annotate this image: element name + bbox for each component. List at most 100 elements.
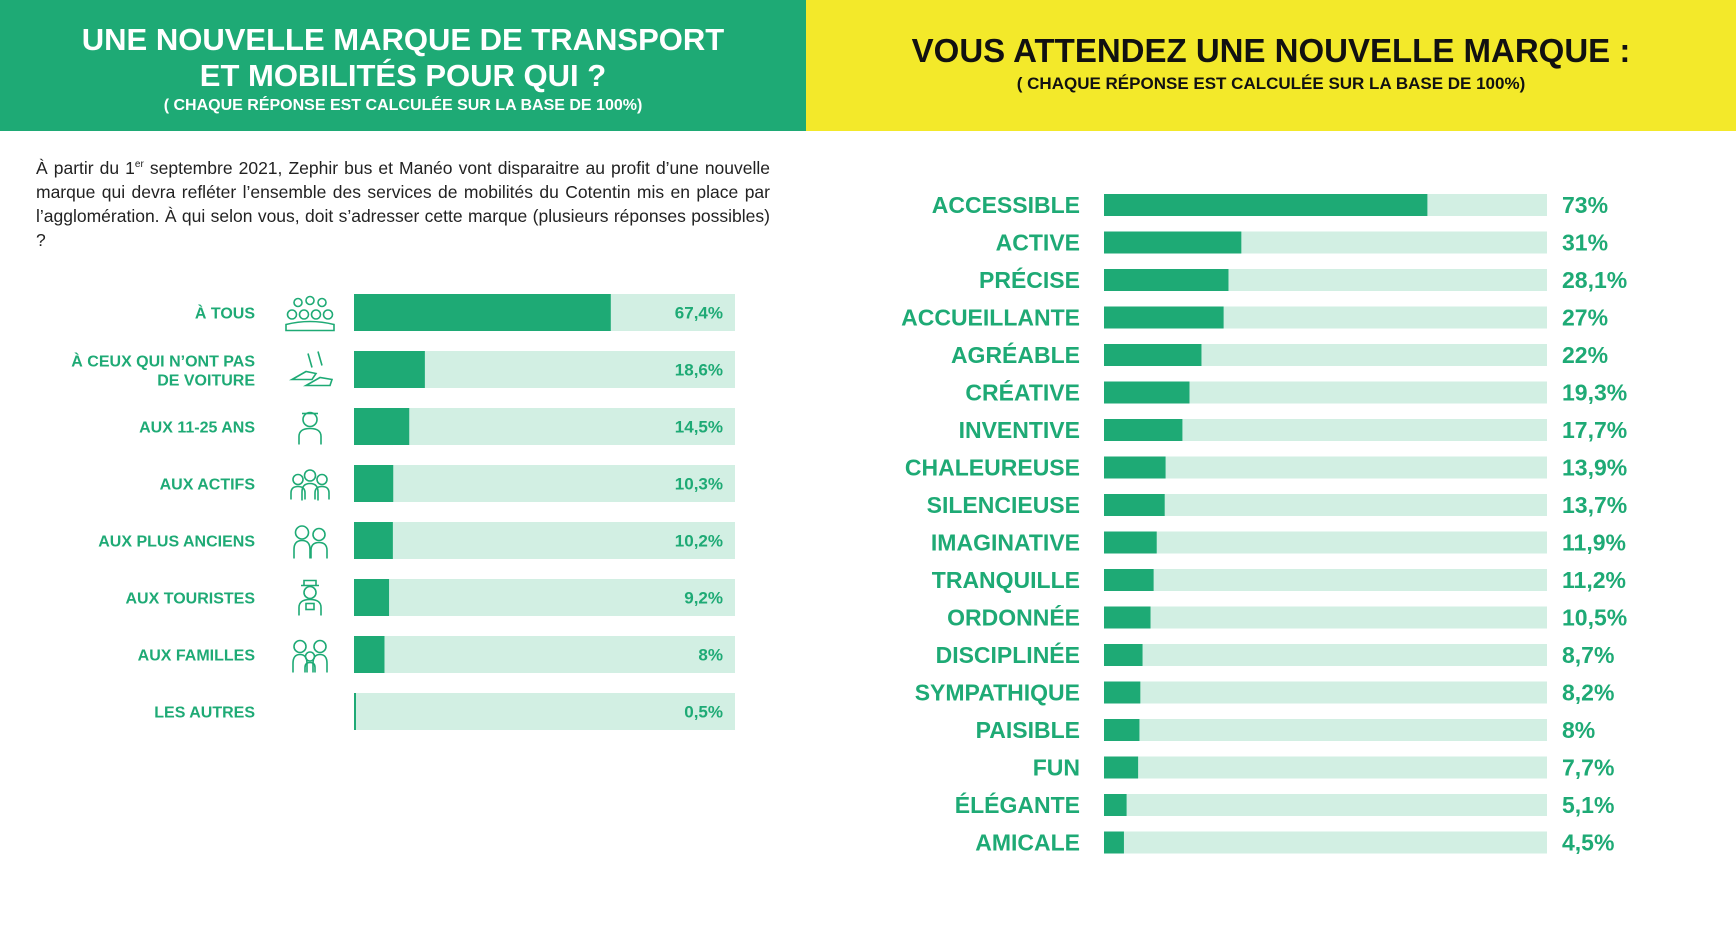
left-bar-track — [354, 579, 735, 616]
right-bar-row: SILENCIEUSE 13,7% — [927, 492, 1628, 518]
right-bar-value-label: 17,7% — [1562, 417, 1627, 443]
right-bar-track — [1104, 794, 1547, 816]
left-bar — [354, 351, 425, 388]
right-bar — [1104, 456, 1166, 479]
right-category-label: ACCESSIBLE — [932, 192, 1080, 218]
left-bar-row: 10,3% AUX ACTIFS — [160, 465, 735, 502]
young-person-icon — [298, 411, 322, 445]
right-bar-value-label: 13,7% — [1562, 492, 1627, 518]
right-bar-track — [1104, 719, 1547, 741]
right-bar-track — [1104, 644, 1547, 666]
left-bar-row: 9,2% AUX TOURISTES — [126, 579, 735, 616]
right-category-label: PRÉCISE — [979, 266, 1080, 293]
left-bar-track — [354, 465, 735, 502]
right-bar-track — [1104, 831, 1547, 854]
right-bar-value-label: 73% — [1562, 192, 1608, 218]
right-bar — [1104, 794, 1127, 816]
left-category-label: AUX TOURISTES — [126, 591, 256, 608]
right-bar — [1104, 306, 1224, 329]
right-bar — [1104, 344, 1202, 366]
right-category-label: SILENCIEUSE — [927, 492, 1080, 518]
walking-feet-icon — [288, 351, 334, 387]
elderly-couple-icon — [293, 525, 328, 559]
left-bar-track — [354, 522, 735, 559]
left-bar — [354, 294, 611, 331]
right-bar — [1104, 381, 1190, 404]
left-title-line1: UNE NOUVELLE MARQUE DE TRANSPORT — [81, 22, 725, 57]
right-category-label: AGRÉABLE — [951, 341, 1080, 368]
right-bar-value-label: 31% — [1562, 230, 1608, 256]
right-bar — [1104, 681, 1141, 704]
right-bar-track — [1104, 381, 1547, 404]
left-bar-row: 67,4% À TOUS — [195, 294, 735, 332]
right-title: VOUS ATTENDEZ UNE NOUVELLE MARQUE : — [911, 32, 1631, 69]
right-bar-value-label: 27% — [1562, 305, 1608, 331]
right-bar-row: AMICALE 4,5% — [975, 830, 1614, 856]
right-bar — [1104, 606, 1151, 629]
left-bar-row: 10,2% AUX PLUS ANCIENS — [98, 522, 735, 559]
left-bar-row: 14,5% AUX 11-25 ANS — [139, 408, 735, 445]
right-bar — [1104, 269, 1229, 291]
left-category-label: LES AUTRES — [154, 705, 255, 722]
left-category-label: À TOUS — [195, 304, 255, 323]
left-title: UNE NOUVELLE MARQUE DE TRANSPORT ET MOBI… — [0, 22, 806, 94]
left-bar-value-label: 0,5% — [684, 703, 723, 722]
left-bar-row: 8% AUX FAMILLES — [138, 636, 735, 673]
right-bar-track — [1104, 494, 1547, 516]
left-category-label-line: DE VOITURE — [157, 373, 255, 390]
right-bar — [1104, 531, 1157, 554]
right-category-label: DISCIPLINÉE — [936, 641, 1080, 668]
left-subtitle: ( CHAQUE RÉPONSE EST CALCULÉE SUR LA BAS… — [163, 97, 643, 114]
right-bar-value-label: 11,2% — [1562, 567, 1626, 593]
right-bar-row: AGRÉABLE 22% — [951, 341, 1608, 368]
right-bar — [1104, 831, 1124, 854]
right-bar-row: ACCESSIBLE 73% — [932, 192, 1608, 218]
family-icon — [292, 639, 328, 673]
left-bar — [354, 522, 393, 559]
left-category-label: AUX PLUS ANCIENS — [98, 534, 255, 551]
right-bar — [1104, 419, 1183, 441]
right-bar-value-label: 10,5% — [1562, 605, 1627, 631]
right-bar-value-label: 11,9% — [1562, 530, 1626, 556]
right-category-label: CRÉATIVE — [965, 379, 1080, 406]
left-bar-value-label: 10,3% — [675, 475, 723, 494]
right-bar-value-label: 8,7% — [1562, 642, 1614, 668]
right-bar — [1104, 231, 1242, 254]
right-bar-row: IMAGINATIVE 11,9% — [931, 530, 1626, 556]
crowd-icon — [285, 295, 335, 332]
right-category-label: PAISIBLE — [976, 717, 1080, 743]
right-category-label: IMAGINATIVE — [931, 530, 1080, 556]
left-header: UNE NOUVELLE MARQUE DE TRANSPORT ET MOBI… — [0, 0, 806, 131]
left-category-label: À CEUX QUI N’ONT PAS DE VOITURE — [71, 352, 255, 390]
right-bar-track — [1104, 456, 1547, 479]
left-category-label-line: À CEUX QUI N’ONT PAS — [71, 352, 255, 371]
right-subtitle: ( CHAQUE RÉPONSE EST CALCULÉE SUR LA BAS… — [1016, 74, 1526, 93]
right-bar-row: TRANQUILLE 11,2% — [932, 567, 1626, 593]
right-category-label: ACTIVE — [996, 230, 1080, 256]
left-title-line2: ET MOBILITÉS POUR QUI ? — [199, 58, 607, 93]
right-category-label: AMICALE — [975, 830, 1080, 856]
right-chart: ACCESSIBLE 73% ACTIVE 31% PRÉCISE 28,1% ACCUEI… — [901, 192, 1627, 856]
right-bar-row: ACTIVE 31% — [996, 230, 1608, 256]
right-bar-track — [1104, 756, 1547, 779]
left-bar — [354, 636, 385, 673]
left-bar-row: 0,5% LES AUTRES — [154, 693, 735, 730]
right-bar-track — [1104, 606, 1547, 629]
left-chart: 67,4% À TOUS 18,6% À CEUX QUI N’ONT PAS DE V… — [71, 294, 735, 730]
left-bar — [354, 465, 394, 502]
right-bar-row: ACCUEILLANTE 27% — [901, 305, 1608, 331]
right-bar — [1104, 719, 1140, 741]
left-bar-value-label: 8% — [698, 646, 723, 665]
left-bar — [354, 693, 356, 730]
right-bar-track — [1104, 531, 1547, 554]
left-bar — [354, 579, 390, 616]
right-bar-value-label: 4,5% — [1562, 830, 1614, 856]
left-bar-value-label: 67,4% — [675, 304, 723, 323]
right-category-label: TRANQUILLE — [932, 567, 1080, 593]
left-category-label: AUX 11-25 ANS — [139, 420, 255, 437]
right-category-label: ÉLÉGANTE — [955, 791, 1080, 818]
right-bar-track — [1104, 419, 1547, 441]
left-bar-value-label: 10,2% — [675, 532, 723, 551]
right-category-label: ACCUEILLANTE — [901, 305, 1080, 331]
